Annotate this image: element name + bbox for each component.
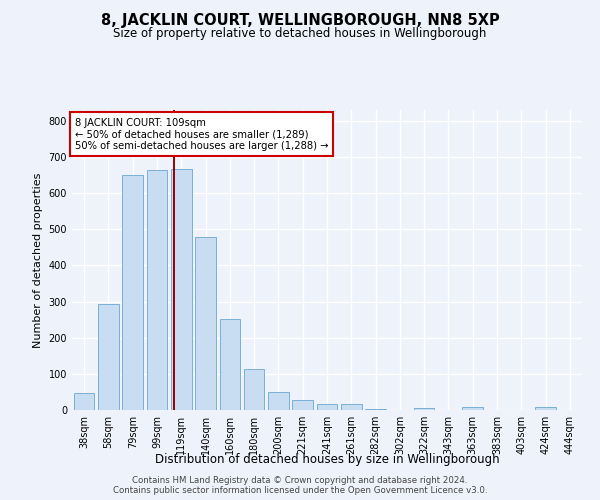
Bar: [463, 406, 483, 410]
Bar: [122, 174, 143, 410]
Bar: [535, 407, 556, 410]
Bar: [146, 170, 167, 410]
Bar: [365, 409, 386, 410]
Bar: [414, 408, 434, 410]
Bar: [268, 392, 289, 410]
Bar: [74, 393, 94, 410]
Bar: [292, 400, 313, 410]
Text: 8, JACKLIN COURT, WELLINGBOROUGH, NN8 5XP: 8, JACKLIN COURT, WELLINGBOROUGH, NN8 5X…: [101, 12, 499, 28]
Bar: [171, 170, 191, 410]
Y-axis label: Number of detached properties: Number of detached properties: [33, 172, 43, 348]
Bar: [244, 369, 265, 410]
Bar: [317, 404, 337, 410]
Text: Distribution of detached houses by size in Wellingborough: Distribution of detached houses by size …: [155, 452, 499, 466]
Bar: [98, 304, 119, 410]
Text: 8 JACKLIN COURT: 109sqm
← 50% of detached houses are smaller (1,289)
50% of semi: 8 JACKLIN COURT: 109sqm ← 50% of detache…: [74, 118, 328, 150]
Bar: [195, 237, 216, 410]
Text: Size of property relative to detached houses in Wellingborough: Size of property relative to detached ho…: [113, 28, 487, 40]
Text: Contains HM Land Registry data © Crown copyright and database right 2024.
Contai: Contains HM Land Registry data © Crown c…: [113, 476, 487, 495]
Bar: [341, 404, 362, 410]
Bar: [220, 319, 240, 410]
